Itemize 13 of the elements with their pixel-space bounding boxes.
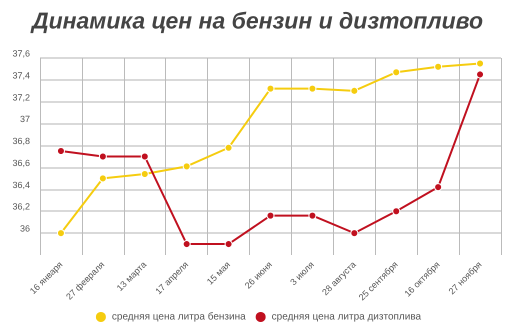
y-tick-label: 37,6 [12,48,30,58]
y-tick-label: 37,4 [12,70,30,80]
y-tick-label: 37,2 [12,92,30,102]
y-tick-label: 36 [20,224,30,234]
x-tick-label: 15 мая [204,259,232,287]
y-tick-label: 36,2 [12,202,30,212]
y-tick-label: 36,4 [12,180,30,190]
chart-title: Динамика цен на бензин и дизтопливо [30,8,484,34]
legend-label: средняя цена литра дизтоплива [272,312,422,322]
y-tick-label: 36,8 [12,136,30,146]
legend-label: средняя цена литра бензина [112,312,246,322]
y-tick-label: 37 [20,114,30,124]
y-tick-label: 36,6 [12,158,30,168]
